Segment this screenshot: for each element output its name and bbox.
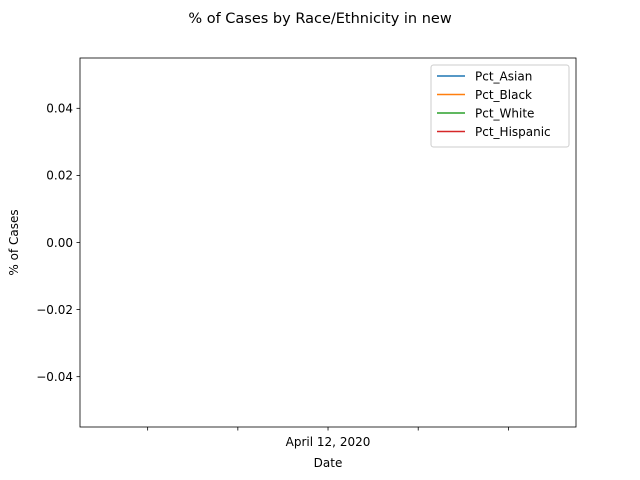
legend-label: Pct_White — [475, 106, 534, 120]
legend: Pct_Asian Pct_Black Pct_White Pct_Hispanic — [430, 64, 570, 148]
plot-frame — [79, 57, 577, 428]
y-axis-label: % of Cases — [7, 209, 21, 275]
legend-label: Pct_Black — [475, 88, 532, 102]
x-axis: April 12, 2020 — [147, 427, 509, 449]
y-tick-label: 0.00 — [46, 236, 73, 250]
y-tick-label: 0.02 — [46, 169, 73, 183]
y-tick-label: 0.04 — [46, 102, 73, 116]
y-tick-label: −0.02 — [36, 303, 73, 317]
y-axis: 0.04 0.02 0.00 −0.02 −0.04 — [36, 102, 80, 384]
x-axis-label: Date — [314, 456, 343, 470]
legend-label: Pct_Asian — [475, 69, 532, 83]
legend-label: Pct_Hispanic — [475, 125, 551, 139]
legend-box — [430, 64, 570, 148]
x-tick-label: April 12, 2020 — [286, 435, 371, 449]
y-tick-label: −0.04 — [36, 370, 73, 384]
chart-title: % of Cases by Race/Ethnicity in new — [188, 11, 452, 27]
